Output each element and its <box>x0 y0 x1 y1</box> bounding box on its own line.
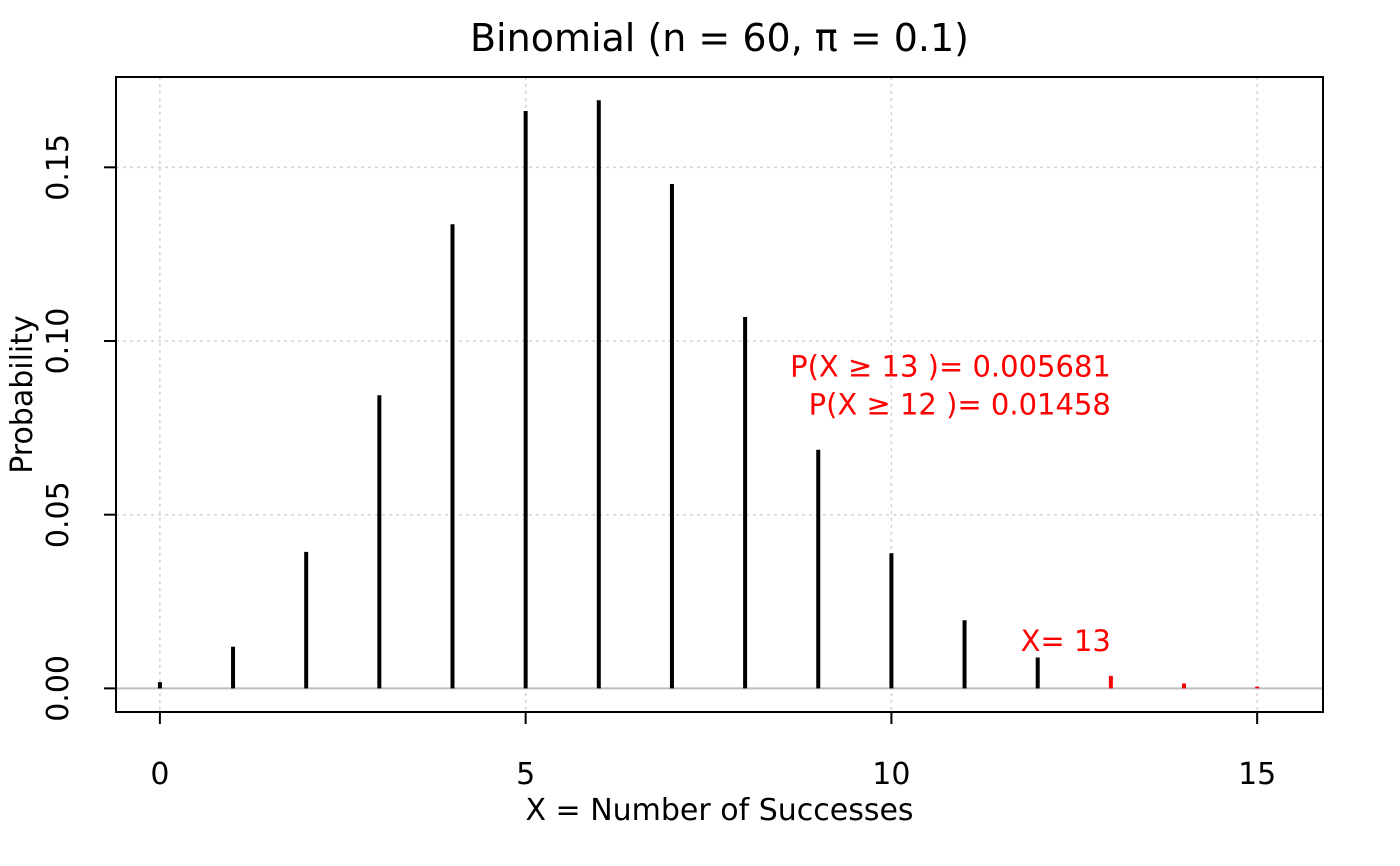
annotation-text: X= 13 <box>1021 624 1111 658</box>
y-tick-label: 0.15 <box>41 134 76 201</box>
x-tick-label: 10 <box>872 757 910 792</box>
annotations: P(X ≥ 13 )= 0.005681 P(X ≥ 12 )= 0.01458 X… <box>790 349 1111 657</box>
chart-title: Binomial (n = 60, π = 0.1) <box>470 16 969 60</box>
y-axis: 0.00 0.05 0.10 0.15 <box>41 134 117 722</box>
y-tick-label: 0.05 <box>41 481 76 548</box>
x-tick-label: 15 <box>1238 757 1276 792</box>
y-tick-label: 0.10 <box>41 308 76 375</box>
annotation-text: P(X ≥ 12 )= 0.01458 <box>809 388 1111 422</box>
x-tick-label: 5 <box>516 757 535 792</box>
bars <box>157 100 1260 689</box>
x-tick-label: 0 <box>150 757 169 792</box>
y-axis-label: Probability <box>5 315 40 474</box>
annotation-text: P(X ≥ 13 )= 0.005681 <box>790 349 1111 383</box>
x-axis: 0 5 10 15 <box>150 711 1276 792</box>
x-axis-label: X = Number of Successes <box>525 793 913 828</box>
y-tick-label: 0.00 <box>41 655 76 722</box>
